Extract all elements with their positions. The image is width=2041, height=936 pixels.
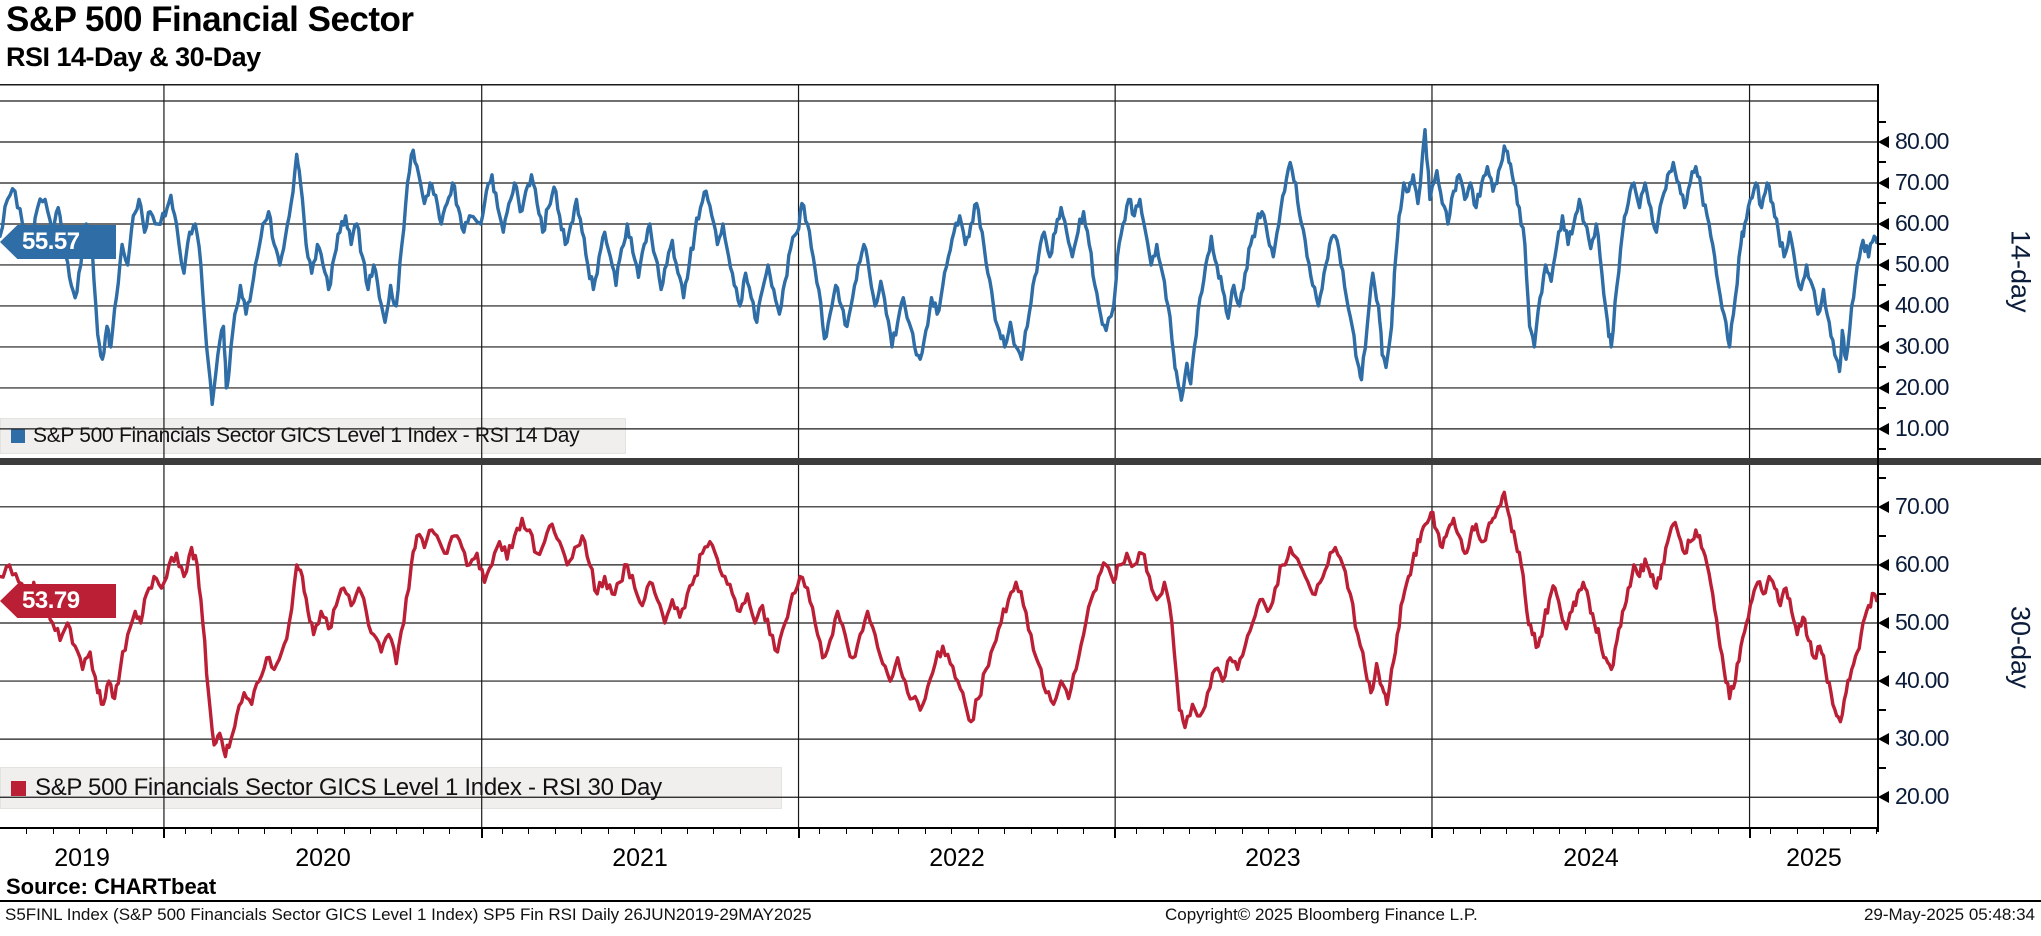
y-tick-label: 50.00 <box>1895 250 1949 277</box>
rsi30-line <box>0 490 1878 759</box>
y-tick-label: 60.00 <box>1895 550 1949 577</box>
legend-rsi-30: S&P 500 Financials Sector GICS Level 1 I… <box>0 767 782 809</box>
y-tick-label: 50.00 <box>1895 608 1949 635</box>
y-tick-label: 20.00 <box>1895 373 1949 400</box>
x-axis <box>0 827 1879 829</box>
rsi-30-last-value-tag: 53.79 <box>0 584 116 618</box>
panel-label-30-day: 30-day <box>2005 605 2036 689</box>
y-tick-label: 70.00 <box>1895 492 1949 519</box>
panel-label-14-day: 14-day <box>2005 229 2036 313</box>
ticker-description: S5FINL Index (S&P 500 Financials Sector … <box>5 905 812 924</box>
y-tick-label: 70.00 <box>1895 168 1949 195</box>
rsi14-line <box>0 128 1878 406</box>
chart-subtitle: RSI 14-Day & 30-Day <box>6 42 261 72</box>
rsi-30-legend-swatch-icon <box>11 780 26 796</box>
x-year-label: 2020 <box>295 844 351 872</box>
copyright-notice: Copyright© 2025 Bloomberg Finance L.P. <box>1165 905 1478 924</box>
legend-rsi-14: S&P 500 Financials Sector GICS Level 1 I… <box>0 418 626 454</box>
y-tick-label: 40.00 <box>1895 291 1949 318</box>
y-tick-label: 20.00 <box>1895 783 1949 810</box>
panel-divider <box>0 458 2041 465</box>
timestamp: 29-May-2025 05:48:34 <box>1863 905 2035 924</box>
rsi-14-last-value-tag: 55.57 <box>0 225 116 259</box>
x-year-label: 2022 <box>929 844 985 872</box>
rsi-14-day-panel <box>0 84 1878 458</box>
rsi-14-legend-label: S&P 500 Financials Sector GICS Level 1 I… <box>33 424 580 447</box>
y-tick-label: 10.00 <box>1895 414 1949 441</box>
x-year-label: 2021 <box>612 844 668 872</box>
right-y-axis <box>1877 84 1879 832</box>
y-tick-label: 30.00 <box>1895 725 1949 752</box>
y-tick-label: 40.00 <box>1895 667 1949 694</box>
y-tick-label: 60.00 <box>1895 209 1949 236</box>
footer-divider <box>0 900 2041 902</box>
x-year-label: 2019 <box>54 844 110 872</box>
x-year-label: 2024 <box>1563 844 1619 872</box>
page-title: S&P 500 Financial Sector <box>6 0 414 39</box>
rsi-14-legend-swatch-icon <box>11 429 25 443</box>
y-tick-label: 80.00 <box>1895 127 1949 154</box>
x-year-label: 2023 <box>1245 844 1301 872</box>
rsi-30-legend-label: S&P 500 Financials Sector GICS Level 1 I… <box>35 774 662 801</box>
y-tick-label: 30.00 <box>1895 332 1949 359</box>
x-year-label: 2025 <box>1786 844 1842 872</box>
source-credit: Source: CHARTbeat <box>6 874 217 899</box>
